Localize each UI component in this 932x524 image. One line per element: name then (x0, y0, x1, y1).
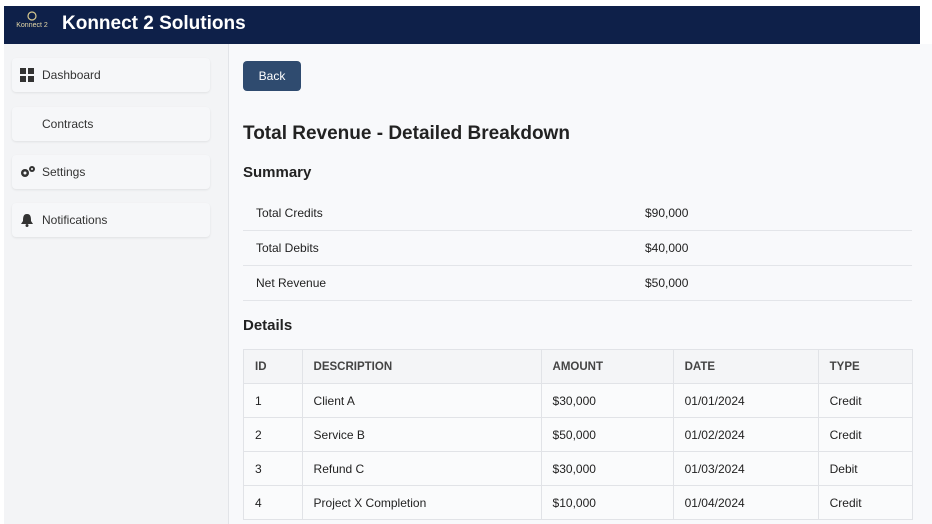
icon (21, 214, 33, 227)
column-header: ID (243, 349, 303, 384)
summary-row: Total Credits $90,000 (243, 196, 912, 231)
nav-label: Settings (42, 165, 86, 179)
table-cell: Credit (817, 485, 914, 520)
table-cell: 01/04/2024 (672, 485, 819, 520)
column-header: DESCRIPTION (301, 349, 542, 384)
table-cell: Service B (301, 417, 542, 452)
logo-text: Konnect 2 (16, 22, 48, 29)
top-bar: Konnect 2 Konnect 2 Solutions (4, 6, 920, 44)
table-cell: 4 (243, 485, 303, 520)
nav-item[interactable]: Notifications (12, 203, 210, 237)
nav-label: Notifications (42, 213, 108, 227)
summary-value: $90,000 (645, 206, 689, 220)
table-cell: 01/02/2024 (672, 417, 819, 452)
summary-value: $50,000 (645, 276, 689, 290)
icon (21, 166, 35, 177)
summary-row: Total Debits $40,000 (243, 231, 912, 266)
header-row: ID DESCRIPTION AMOUNT DATE TYPE (243, 349, 914, 384)
back-button[interactable]: Back (243, 61, 301, 91)
table-cell: 01/03/2024 (672, 451, 819, 486)
app-title: Konnect 2 Solutions (62, 13, 246, 34)
summary-label: Total Credits (256, 206, 323, 220)
table-cell: $30,000 (540, 451, 674, 486)
column-header: AMOUNT (540, 349, 674, 384)
table-cell: Client A (301, 383, 542, 418)
summary-label: Total Debits (256, 241, 319, 255)
summary-value: $40,000 (645, 241, 689, 255)
table-row: 4 Project X Completion $10,000 01/04/2024 Cr… (243, 485, 914, 520)
table-cell: 01/01/2024 (672, 383, 819, 418)
table-cell: Debit (817, 451, 914, 486)
table-cell: 3 (243, 451, 303, 486)
main-content: Back Total Revenue - Detailed Breakdown … (229, 44, 932, 524)
page-title: Total Revenue - Detailed Breakdown (243, 123, 570, 144)
table-cell: Project X Completion (301, 485, 542, 520)
summary-row: Net Revenue $50,000 (243, 266, 912, 301)
table-row: 1 Client A $30,000 01/01/2024 Credit (243, 383, 914, 418)
table-cell: Refund C (301, 451, 542, 486)
section-title: Summary (243, 164, 312, 181)
logo[interactable]: Konnect 2 (10, 9, 54, 41)
nav-item[interactable]: Contracts (12, 107, 210, 141)
table-cell: $50,000 (540, 417, 674, 452)
nav-item[interactable]: Settings (12, 155, 210, 189)
table-row: 2 Service B $50,000 01/02/2024 Credit (243, 417, 914, 452)
nav-item[interactable]: Dashboard (12, 58, 210, 92)
table-cell: Credit (817, 417, 914, 452)
logo-mark (27, 11, 37, 21)
section-title: Details (243, 317, 293, 334)
table-cell: $10,000 (540, 485, 674, 520)
table-cell: 2 (243, 417, 303, 452)
icon (20, 68, 34, 82)
nav-label: Contracts (42, 117, 94, 131)
table-cell: $30,000 (540, 383, 674, 418)
nav-label: Dashboard (42, 68, 101, 82)
details-table: ID DESCRIPTION AMOUNT DATE TYPE 1 Client A $30,… (243, 349, 914, 520)
sidebar: Dashboard Contracts Settings Notificatio… (4, 44, 229, 524)
column-header: DATE (672, 349, 819, 384)
summary-label: Net Revenue (256, 276, 327, 290)
table-cell: Credit (817, 383, 914, 418)
table-row: 3 Refund C $30,000 01/03/2024 Debit (243, 451, 914, 486)
column-header: TYPE (817, 349, 914, 384)
table-cell: 1 (243, 383, 303, 418)
